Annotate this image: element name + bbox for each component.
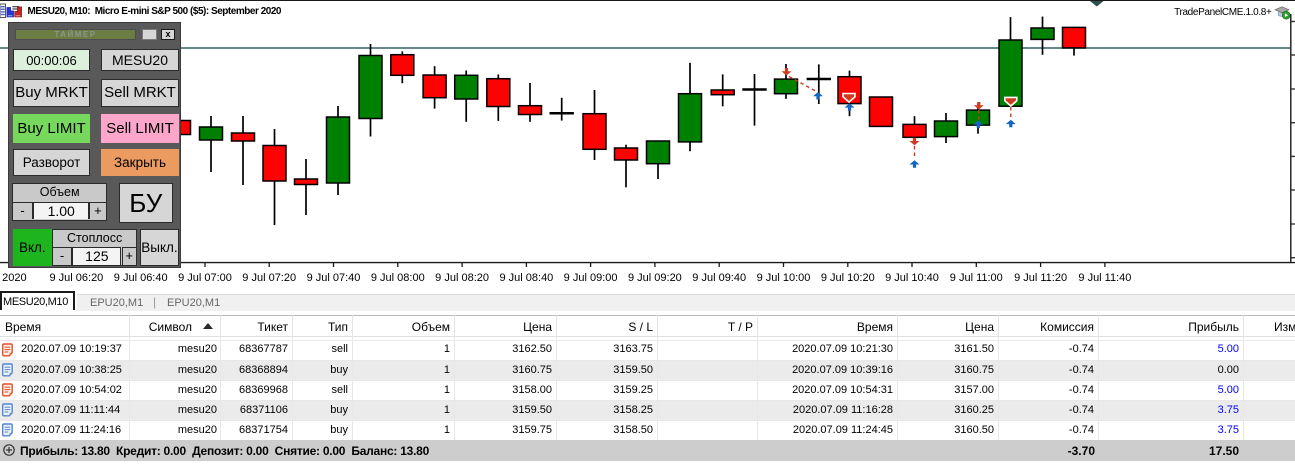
svg-text:9 Jul 11:00: 9 Jul 11:00: [950, 272, 1003, 284]
svg-text:9 Jul 09:00: 9 Jul 09:00: [564, 272, 618, 284]
svg-text:9 Jul 09:20: 9 Jul 09:20: [628, 272, 682, 284]
svg-text:9 Jul 09:40: 9 Jul 09:40: [692, 272, 746, 284]
svg-text:9 Jul 07:40: 9 Jul 07:40: [307, 272, 361, 284]
svg-text:9 Jul 07:00: 9 Jul 07:00: [178, 272, 232, 284]
svg-text:9 Jul 08:20: 9 Jul 08:20: [435, 272, 489, 284]
svg-text:9 Jul 10:20: 9 Jul 10:20: [821, 272, 875, 284]
svg-text:9 Jul 11:20: 9 Jul 11:20: [1014, 272, 1067, 284]
svg-text:9 Jul 06:20: 9 Jul 06:20: [49, 272, 103, 284]
svg-text:9 Jul 08:40: 9 Jul 08:40: [499, 272, 553, 284]
svg-text:9 Jul 07:20: 9 Jul 07:20: [242, 272, 296, 284]
svg-text:9 Jul 10:40: 9 Jul 10:40: [885, 272, 939, 284]
svg-text:9 Jul 2020: 9 Jul 2020: [0, 272, 27, 284]
svg-text:9 Jul 08:00: 9 Jul 08:00: [371, 272, 425, 284]
svg-text:9 Jul 10:00: 9 Jul 10:00: [757, 272, 811, 284]
svg-text:9 Jul 11:40: 9 Jul 11:40: [1078, 272, 1131, 284]
svg-text:9 Jul 06:40: 9 Jul 06:40: [114, 272, 168, 284]
